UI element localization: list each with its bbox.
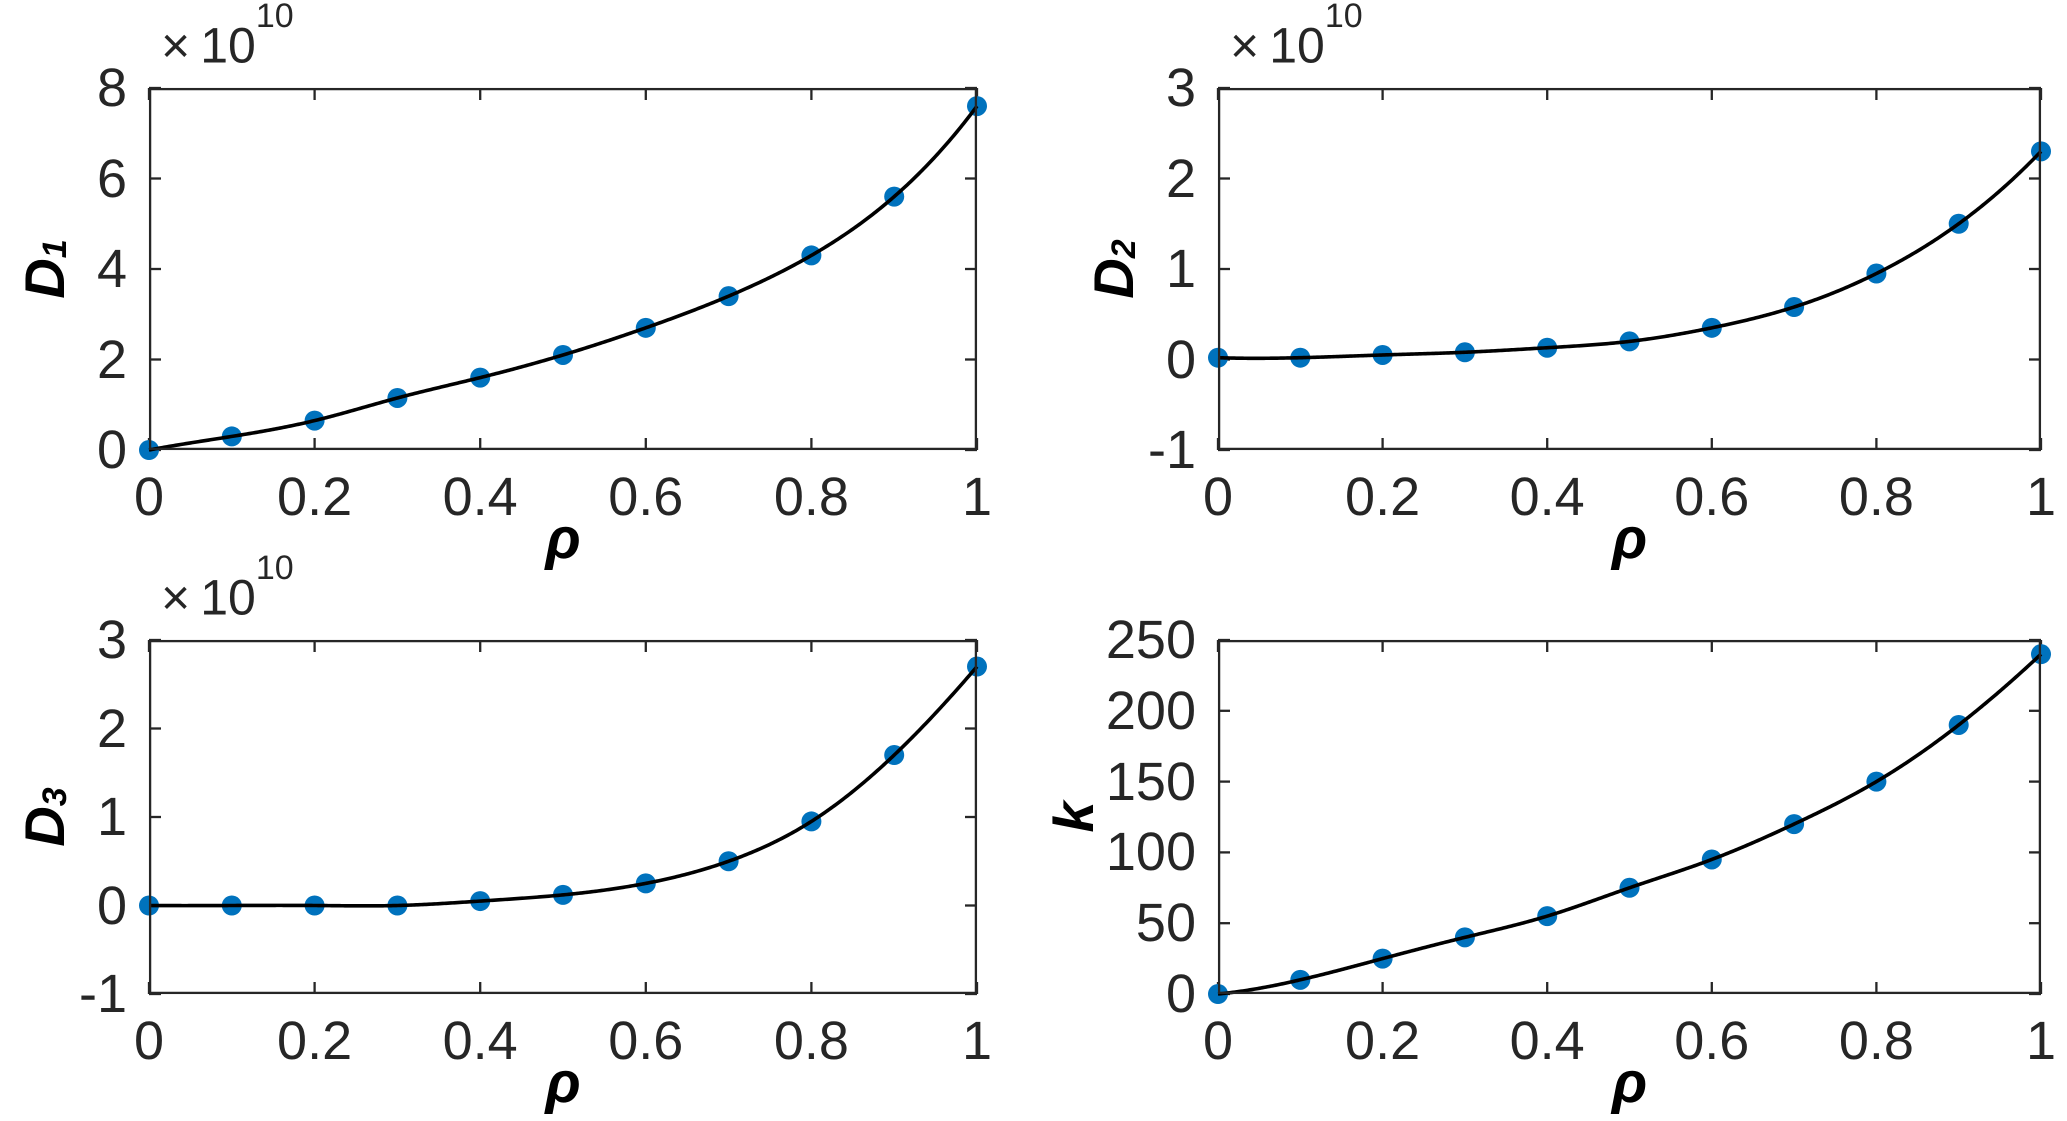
svg-text:D2: D2 — [1082, 239, 1145, 298]
svg-text:D1: D1 — [13, 239, 76, 298]
svg-text:k: k — [1042, 799, 1105, 833]
svg-text:D3: D3 — [13, 787, 76, 846]
